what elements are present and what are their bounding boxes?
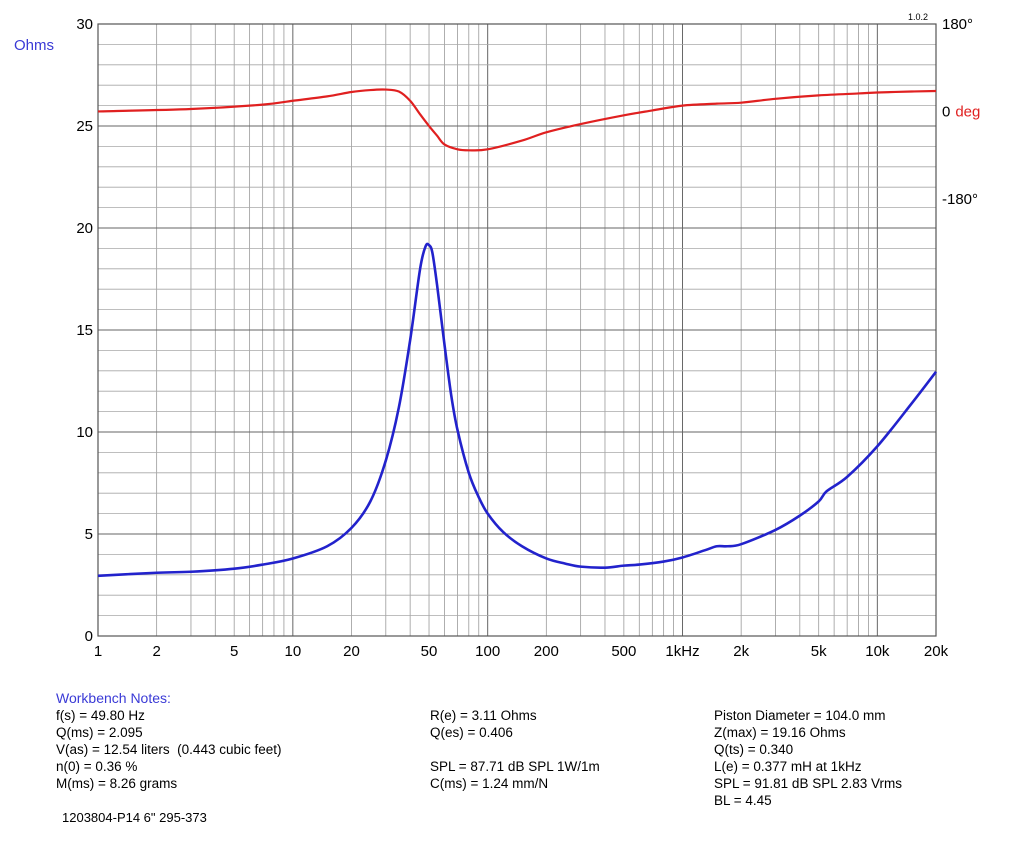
note-line: C(ms) = 1.24 mm/N <box>430 776 549 791</box>
y-tick-label: 20 <box>76 220 93 237</box>
plot-border <box>97 23 937 637</box>
workbench-notes-title: Workbench Notes: <box>56 690 171 706</box>
impedance-series-line <box>97 242 938 578</box>
note-line: Z(max) = 19.16 Ohms <box>714 725 846 740</box>
y-tick-label: 25 <box>76 118 93 135</box>
notes-column-1: f(s) = 49.80 Hz Q(ms) = 2.095 V(as) = 12… <box>56 707 282 792</box>
note-line: SPL = 91.81 dB SPL 2.83 Vrms <box>714 776 902 791</box>
note-line: Piston Diameter = 104.0 mm <box>714 708 886 723</box>
note-line: Q(ts) = 0.340 <box>714 742 794 757</box>
notes-column-3: Piston Diameter = 104.0 mm Z(max) = 19.1… <box>714 707 902 809</box>
x-tick-label: 100 <box>475 643 500 660</box>
note-line: f(s) = 49.80 Hz <box>56 708 145 723</box>
y-tick-label: 0 <box>85 628 93 645</box>
y-tick-label: 15 <box>76 322 93 339</box>
y-tick-labels: 0 5 10 15 20 25 30 <box>76 16 93 645</box>
y-axis-label: Ohms <box>14 37 54 54</box>
y-tick-label: 30 <box>76 16 93 33</box>
note-line: R(e) = 3.11 Ohms <box>430 708 537 723</box>
x-tick-labels: 1 2 5 10 20 50 100 200 500 1kHz 2k 5k 10k 20k <box>94 643 949 660</box>
x-tick-label: 20k <box>924 643 949 660</box>
x-tick-label: 10k <box>865 643 890 660</box>
x-tick-label: 500 <box>611 643 636 660</box>
note-line: Q(es) = 0.406 <box>430 725 513 740</box>
note-line: V(as) = 12.54 liters (0.443 cubic feet) <box>56 742 282 757</box>
right-tick-label: -180° <box>942 191 978 208</box>
x-tick-label: 1kHz <box>665 643 699 660</box>
right-tick-label: 180° <box>942 16 973 33</box>
note-line: SPL = 87.71 dB SPL 1W/1m <box>430 759 600 774</box>
x-tick-label: 50 <box>421 643 438 660</box>
notes-column-2: R(e) = 3.11 Ohms Q(es) = 0.406 SPL = 87.… <box>430 707 600 792</box>
note-line: BL = 4.45 <box>714 793 772 808</box>
note-line: M(ms) = 8.26 grams <box>56 776 178 791</box>
x-tick-label: 10 <box>284 643 301 660</box>
note-line: Q(ms) = 2.095 <box>56 725 143 740</box>
note-line: L(e) = 0.377 mH at 1kHz <box>714 759 862 774</box>
note-line <box>430 741 600 758</box>
x-tick-label: 5k <box>811 643 827 660</box>
note-line: n(0) = 0.36 % <box>56 759 138 774</box>
right-tick-labels: 180° 0 deg -180° <box>942 16 980 208</box>
phase-series-line <box>97 88 937 152</box>
part-number: 1203804-P14 6" 295-373 <box>62 810 207 825</box>
right-tick-label: 0 deg <box>942 103 980 120</box>
x-tick-label: 2k <box>733 643 749 660</box>
chart-grid <box>97 23 937 637</box>
version-label: 1.0.2 <box>908 12 929 22</box>
x-tick-label: 2 <box>152 643 160 660</box>
y-tick-label: 5 <box>85 526 93 543</box>
x-tick-label: 5 <box>230 643 238 660</box>
x-tick-label: 1 <box>94 643 102 660</box>
impedance-chart: 1 2 5 10 20 50 100 200 500 1kHz 2k 5k 10k 20k 0510152… <box>14 16 980 660</box>
y-tick-label: 10 <box>76 424 93 441</box>
x-tick-label: 20 <box>343 643 360 660</box>
x-tick-label: 200 <box>534 643 559 660</box>
